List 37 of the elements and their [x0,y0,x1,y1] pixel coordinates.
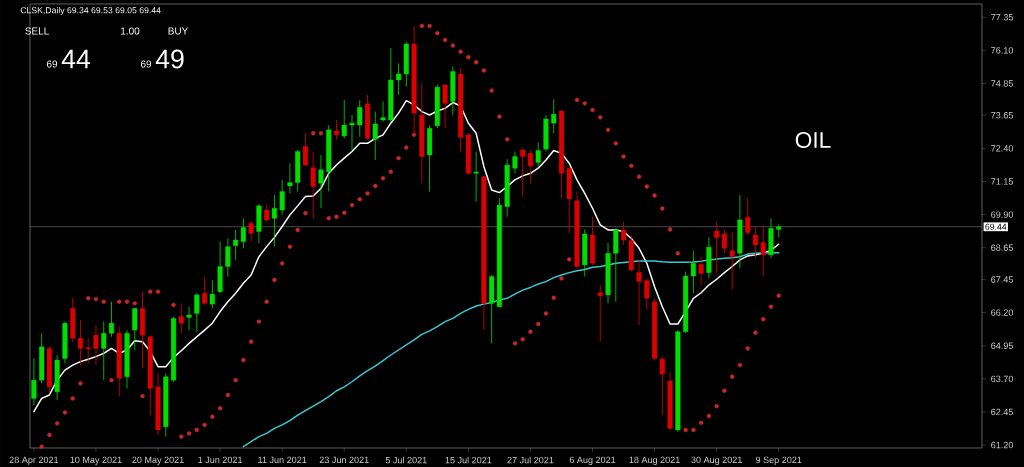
x-tick-label: 5 Jul 2021 [385,456,427,464]
y-tick-label: 67.45 [991,276,1014,283]
y-tick-label: 73.65 [991,112,1014,119]
y-tick-label: 64.95 [991,342,1014,349]
annotation: BUY [168,27,189,35]
ref-line-label: 69.44 [985,223,1007,230]
y-tick-label: 68.65 [991,244,1014,251]
y-tick-label: 63.70 [991,375,1014,383]
x-tick-label: 23 Jun 2021 [319,456,369,464]
x-tick-label: 1 Jun 2021 [198,456,243,464]
y-tick-label: 69.90 [991,211,1014,218]
annotation: 69 [140,60,152,68]
x-tick-label: 15 Jul 2021 [445,456,492,464]
annotation: 69 [46,60,58,68]
x-tick-label: 11 Jun 2021 [258,456,307,464]
annotation: 44 [61,49,91,69]
y-tick-label: 74.85 [991,80,1014,87]
x-tick-label: 30 Aug 2021 [691,456,742,465]
x-tick-label: 6 Aug 2021 [569,456,616,465]
y-tick-label: 76.10 [991,47,1014,54]
x-tick-label: 20 May 2021 [132,456,184,465]
x-tick-label: 27 Jul 2021 [507,456,554,464]
y-tick-label: 61.20 [991,441,1014,449]
y-tick-label: 71.15 [991,178,1014,185]
y-tick-label: 72.40 [991,145,1014,152]
y-tick-label: 66.20 [991,309,1014,316]
x-tick-label: 18 Aug 2021 [629,456,680,465]
annotation: SELL [25,27,49,35]
x-tick-label: 9 Sep 2021 [755,456,802,465]
x-tick-label: 28 Apr 2021 [9,456,59,465]
x-tick-label: 10 May 2021 [70,456,122,465]
annotation: 49 [155,49,184,69]
y-tick-label: 77.35 [991,14,1014,21]
chart-title: CLSK,Daily 69.34 69.53 69.05 69.44 [20,6,161,16]
text: OIL [795,131,831,149]
y-tick-label: 62.45 [991,408,1014,416]
annotation: 1.00 [121,27,140,35]
